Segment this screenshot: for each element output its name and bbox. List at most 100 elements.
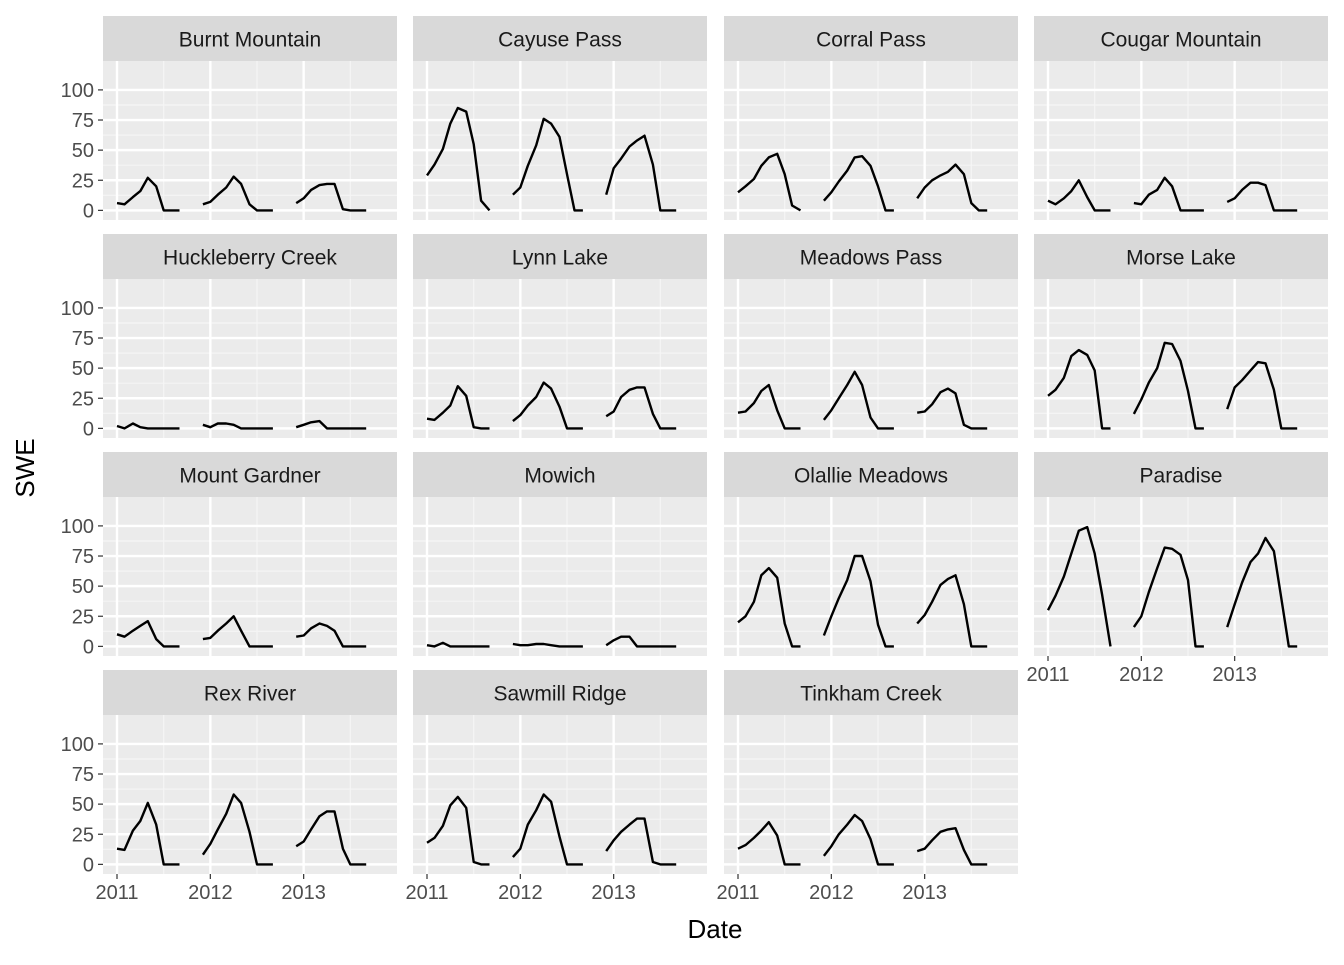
series-line-paradise-2 [1132, 546, 1204, 648]
series-line-tinkham-creek-1 [737, 821, 801, 866]
facet-title-corral-pass: Corral Pass [816, 29, 926, 52]
series-line-sawmill-ridge-2 [511, 793, 583, 866]
series-line-corral-pass-3 [916, 163, 988, 212]
y-tick-label: 75 [72, 328, 94, 350]
facet-panel-lynn-lake [413, 279, 707, 438]
series-line-burnt-mountain-3 [295, 182, 367, 212]
series-line-olallie-meadows-3 [916, 574, 988, 648]
y-tick-label: 50 [72, 140, 94, 162]
facet-panel-paradise [1034, 497, 1328, 656]
facet-panel-rex-river [103, 715, 397, 874]
facet-title-olallie-meadows: Olallie Meadows [794, 465, 948, 488]
facet-title-mowich: Mowich [524, 465, 595, 488]
series-line-lynn-lake-3 [605, 386, 677, 430]
series-line-huckleberry-creek-2 [202, 422, 273, 430]
x-tick-label: 2011 [405, 882, 448, 904]
series-line-rex-river-3 [295, 810, 367, 866]
facet-panel-huckleberry-creek [103, 279, 397, 438]
facet-strip-tinkham-creek [724, 670, 1018, 715]
x-tick-label: 2012 [188, 882, 233, 904]
series-line-meadows-pass-2 [822, 370, 894, 430]
facet-title-cayuse-pass: Cayuse Pass [498, 29, 622, 52]
series-line-tinkham-creek-2 [822, 813, 894, 866]
y-tick-label: 100 [61, 516, 94, 538]
series-line-mowich-1 [426, 641, 490, 648]
facet-panel-burnt-mountain [103, 61, 397, 220]
series-line-mount-gardner-1 [116, 619, 180, 648]
facet-panel-sawmill-ridge [413, 715, 707, 874]
series-line-rex-river-1 [116, 801, 180, 866]
facet-strip-cayuse-pass [413, 16, 707, 61]
x-tick-label: 2012 [498, 882, 543, 904]
series-line-mount-gardner-2 [202, 615, 273, 648]
x-tick-label: 2013 [591, 882, 636, 904]
series-line-cougar-mountain-1 [1047, 179, 1111, 212]
series-line-cayuse-pass-3 [605, 134, 677, 212]
series-line-cayuse-pass-1 [426, 106, 491, 212]
y-tick-label: 75 [72, 110, 94, 132]
facet-strip-lynn-lake [413, 234, 707, 279]
x-tick-label: 2013 [1212, 664, 1257, 686]
facet-strip-meadows-pass [724, 234, 1018, 279]
facet-strip-corral-pass [724, 16, 1018, 61]
series-line-mount-gardner-3 [296, 622, 367, 648]
series-line-olallie-meadows-2 [822, 554, 894, 648]
facet-strip-burnt-mountain [103, 16, 397, 61]
series-line-olallie-meadows-1 [737, 566, 801, 648]
y-tick-label: 50 [72, 794, 94, 816]
y-tick-label: 75 [72, 546, 94, 568]
y-tick-label: 25 [72, 170, 94, 192]
series-line-huckleberry-creek-3 [295, 419, 367, 430]
y-tick-label: 25 [72, 606, 94, 628]
y-tick-label: 0 [83, 418, 94, 440]
x-tick-label: 2012 [1119, 664, 1164, 686]
series-line-morse-lake-3 [1226, 360, 1298, 430]
facet-panel-meadows-pass [724, 279, 1018, 438]
series-line-meadows-pass-3 [917, 387, 988, 430]
facet-title-mount-gardner: Mount Gardner [179, 465, 320, 488]
facet-title-cougar-mountain: Cougar Mountain [1100, 29, 1261, 52]
series-line-cougar-mountain-3 [1226, 181, 1298, 212]
facet-panel-mowich [413, 497, 707, 656]
facet-title-rex-river: Rex River [204, 683, 296, 706]
x-tick-label: 2011 [95, 882, 138, 904]
facet-strip-mowich [413, 452, 707, 497]
series-line-burnt-mountain-1 [116, 176, 180, 212]
y-tick-label: 25 [72, 824, 94, 846]
series-line-mowich-2 [512, 642, 583, 648]
series-line-paradise-1 [1046, 525, 1112, 647]
facet-title-sawmill-ridge: Sawmill Ridge [493, 683, 626, 706]
y-tick-label: 75 [72, 764, 94, 786]
series-line-corral-pass-1 [737, 152, 802, 212]
y-tick-label: 25 [72, 388, 94, 410]
series-line-mowich-3 [605, 635, 677, 648]
facet-title-lynn-lake: Lynn Lake [512, 247, 608, 270]
y-tick-label: 50 [72, 576, 94, 598]
facet-panel-tinkham-creek [724, 715, 1018, 874]
x-tick-label: 2013 [902, 882, 947, 904]
x-tick-label: 2013 [281, 882, 326, 904]
series-line-paradise-3 [1226, 536, 1298, 648]
y-tick-label: 100 [61, 298, 94, 320]
y-tick-label: 50 [72, 358, 94, 380]
x-tick-label: 2011 [716, 882, 759, 904]
y-axis-title: SWE [10, 438, 40, 497]
facet-strip-morse-lake [1034, 234, 1328, 279]
y-tick-label: 0 [83, 854, 94, 876]
series-line-cougar-mountain-2 [1133, 176, 1204, 212]
facet-strip-rex-river [103, 670, 397, 715]
facet-title-morse-lake: Morse Lake [1126, 247, 1236, 270]
x-tick-label: 2012 [809, 882, 854, 904]
series-line-rex-river-2 [201, 793, 273, 866]
series-line-sawmill-ridge-1 [426, 795, 490, 866]
facet-strip-sawmill-ridge [413, 670, 707, 715]
series-line-morse-lake-2 [1132, 341, 1204, 430]
y-tick-label: 0 [83, 200, 94, 222]
facet-strip-mount-gardner [103, 452, 397, 497]
facet-panel-mount-gardner [103, 497, 397, 656]
y-tick-label: 100 [61, 734, 94, 756]
series-line-cayuse-pass-2 [512, 117, 583, 212]
x-tick-label: 2011 [1026, 664, 1069, 686]
facet-strip-huckleberry-creek [103, 234, 397, 279]
